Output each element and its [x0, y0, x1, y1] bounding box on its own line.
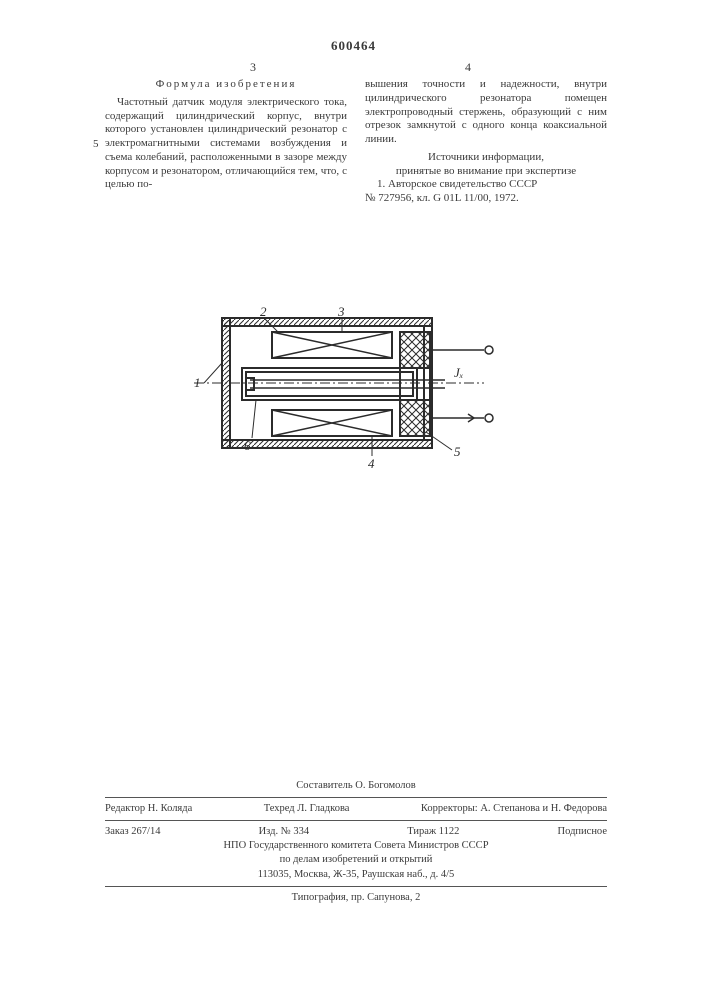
svg-text:Jₓ: Jₓ: [454, 365, 464, 380]
right-column: вышения точности и надежности, внутри ци…: [365, 78, 607, 206]
sources-title: Источники информации,: [365, 151, 607, 165]
svg-text:3: 3: [337, 304, 345, 319]
compiler-line: Составитель О. Богомолов: [105, 779, 607, 793]
typography: Типография, пр. Сапунова, 2: [105, 891, 607, 905]
svg-text:1: 1: [194, 375, 201, 390]
source-line-1: 1. Авторское свидетельство СССР: [365, 178, 537, 192]
svg-text:2: 2: [260, 304, 267, 319]
document-number: 600464: [0, 38, 707, 54]
issue-no: Изд. № 334: [259, 825, 310, 839]
print-row: Заказ 267/14 Изд. № 334 Тираж 1122 Подпи…: [105, 825, 607, 839]
line-number-5: 5: [93, 138, 99, 152]
subscription: Подписное: [558, 825, 607, 839]
figure: Jₓ 1 2 3 4 5 6: [0, 290, 707, 485]
claim-text: Частотный датчик модуля электрического т…: [105, 96, 347, 192]
org-line-1: НПО Государственного комитета Совета Мин…: [105, 839, 607, 853]
source-line-2: № 727956, кл. G 01L 11/00, 1972.: [365, 192, 607, 206]
org-line-2: по делам изобретений и открытий: [105, 853, 607, 867]
order-no: Заказ 267/14: [105, 825, 160, 839]
credits-row: Редактор Н. Коляда Техред Л. Гладкова Ко…: [105, 802, 607, 816]
sensor-diagram: Jₓ 1 2 3 4 5 6: [184, 290, 524, 480]
col-number-left: 3: [250, 60, 256, 75]
tirazh: Тираж 1122: [407, 825, 459, 839]
svg-text:4: 4: [368, 456, 375, 471]
svg-text:6: 6: [244, 438, 251, 453]
text-columns: 5 Формула изобретения Частотный датчик м…: [105, 78, 607, 206]
techred: Техред Л. Гладкова: [264, 802, 350, 816]
claim-title: Формула изобретения: [105, 78, 347, 92]
left-column: 5 Формула изобретения Частотный датчик м…: [105, 78, 347, 206]
editor: Редактор Н. Коляда: [105, 802, 192, 816]
continuation-text: вышения точности и надежности, внутри ци…: [365, 78, 607, 147]
divider-1: [105, 797, 607, 798]
divider-3: [105, 886, 607, 887]
svg-text:5: 5: [454, 444, 461, 459]
colophon: Составитель О. Богомолов Редактор Н. Кол…: [105, 779, 607, 905]
address: 113035, Москва, Ж-35, Раушская наб., д. …: [105, 868, 607, 882]
divider-2: [105, 820, 607, 821]
col-number-right: 4: [465, 60, 471, 75]
patent-page: 600464 3 4 5 Формула изобретения Частотн…: [0, 0, 707, 1000]
correctors: Корректоры: А. Степанова и Н. Федорова: [421, 802, 607, 816]
sources-subtitle: принятые во внимание при экспертизе: [365, 165, 607, 179]
